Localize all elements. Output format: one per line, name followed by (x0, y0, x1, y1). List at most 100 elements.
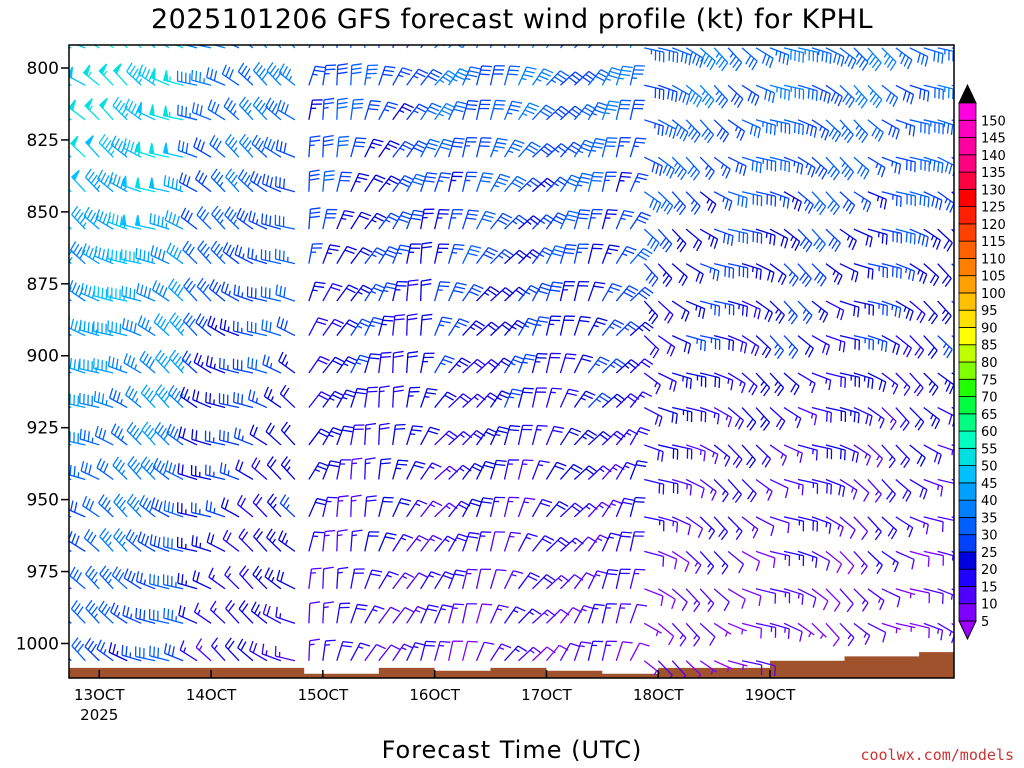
barb-shaft (392, 244, 401, 264)
barb-full (421, 245, 432, 249)
barb-shaft (825, 478, 845, 488)
wind-barb (209, 600, 226, 624)
wind-barb (137, 531, 156, 552)
barb-full (444, 394, 454, 401)
barb-full (138, 64, 144, 75)
wind-barb (741, 228, 763, 244)
barb-full (255, 99, 263, 109)
barb-full (454, 285, 466, 290)
barb-shaft (462, 498, 473, 518)
barb-full (373, 138, 384, 143)
barb-full (240, 641, 247, 651)
wind-barb (699, 478, 717, 501)
wind-barb (336, 389, 357, 408)
barb-full (906, 92, 911, 103)
wind-barb (84, 135, 100, 158)
barb-shaft (263, 145, 282, 158)
barb-half (124, 150, 128, 156)
barb-half (883, 52, 888, 58)
barb-full (61, 537, 63, 547)
barb-shaft (741, 516, 759, 530)
barb-shaft (177, 582, 198, 590)
barb-full (501, 251, 511, 259)
barb-shaft (322, 99, 325, 120)
barb-shaft (406, 353, 409, 374)
barb-full (171, 502, 175, 514)
barb-full (95, 209, 101, 220)
barb-full (241, 99, 249, 109)
barb-shaft (266, 464, 282, 480)
barb-shaft (308, 568, 313, 589)
barb-full (330, 286, 341, 292)
barb-shaft (517, 497, 526, 518)
barb-full (730, 235, 734, 246)
barb-shaft (222, 538, 240, 552)
barb-shaft (895, 119, 915, 128)
wind-barb (587, 45, 606, 49)
barb-full (699, 339, 703, 351)
wind-barb (629, 568, 646, 589)
barb-full (729, 56, 737, 66)
wind-barb (475, 568, 491, 589)
wind-barb (462, 358, 486, 374)
wind-barb (406, 386, 421, 408)
barb-full (716, 127, 724, 137)
barb-full (215, 140, 222, 151)
wind-barb (671, 300, 690, 322)
barb-full (620, 175, 631, 178)
barb-shaft (713, 372, 734, 381)
barb-half (766, 488, 770, 494)
barb-half (597, 537, 603, 542)
barb-shaft (153, 321, 170, 337)
wind-barb (881, 550, 899, 573)
barb-full (898, 307, 902, 319)
barb-full (222, 529, 229, 540)
barb-full (527, 533, 538, 538)
barb-full (666, 344, 672, 355)
barb-full (598, 395, 609, 403)
wind-barb (308, 601, 321, 624)
barb-half (247, 39, 249, 44)
barb-shaft (434, 641, 441, 661)
barb-shaft (211, 213, 226, 230)
barb-shaft (727, 335, 747, 344)
barb-full (408, 279, 419, 282)
barb-shaft (364, 353, 372, 374)
barb-full (253, 527, 261, 537)
barb-shaft (573, 243, 580, 264)
wind-barb (671, 228, 687, 253)
wind-barb (853, 622, 871, 645)
wind-barb (559, 502, 584, 518)
barb-full (679, 129, 686, 139)
barb-shaft (741, 407, 757, 423)
barb-half (825, 522, 828, 528)
wind-barb (629, 603, 648, 624)
barb-full (813, 237, 821, 247)
wind-barb (108, 642, 128, 662)
barb-full (169, 349, 177, 359)
barb-pennant (82, 64, 91, 77)
wind-barb (825, 406, 847, 422)
wind-barb (420, 426, 440, 446)
barb-full (412, 425, 423, 428)
barb-full (796, 162, 800, 174)
barb-full (634, 141, 646, 144)
wind-barb (98, 600, 114, 624)
wind-barb (148, 608, 170, 624)
wind-barb (531, 424, 548, 446)
barb-half (258, 575, 263, 581)
barb-full (666, 205, 674, 215)
barb-full (876, 458, 884, 468)
wind-barb (867, 228, 888, 245)
wind-barb (336, 529, 348, 552)
barb-full (449, 34, 457, 40)
barb-shaft (475, 531, 482, 552)
barb-shaft (769, 228, 788, 240)
barb-full (510, 146, 521, 152)
barb-full (599, 356, 610, 362)
barb-full (741, 383, 746, 394)
barb-half (741, 629, 744, 635)
barb-full (556, 504, 566, 511)
barb-shaft (322, 460, 331, 480)
barb-full (373, 316, 384, 321)
